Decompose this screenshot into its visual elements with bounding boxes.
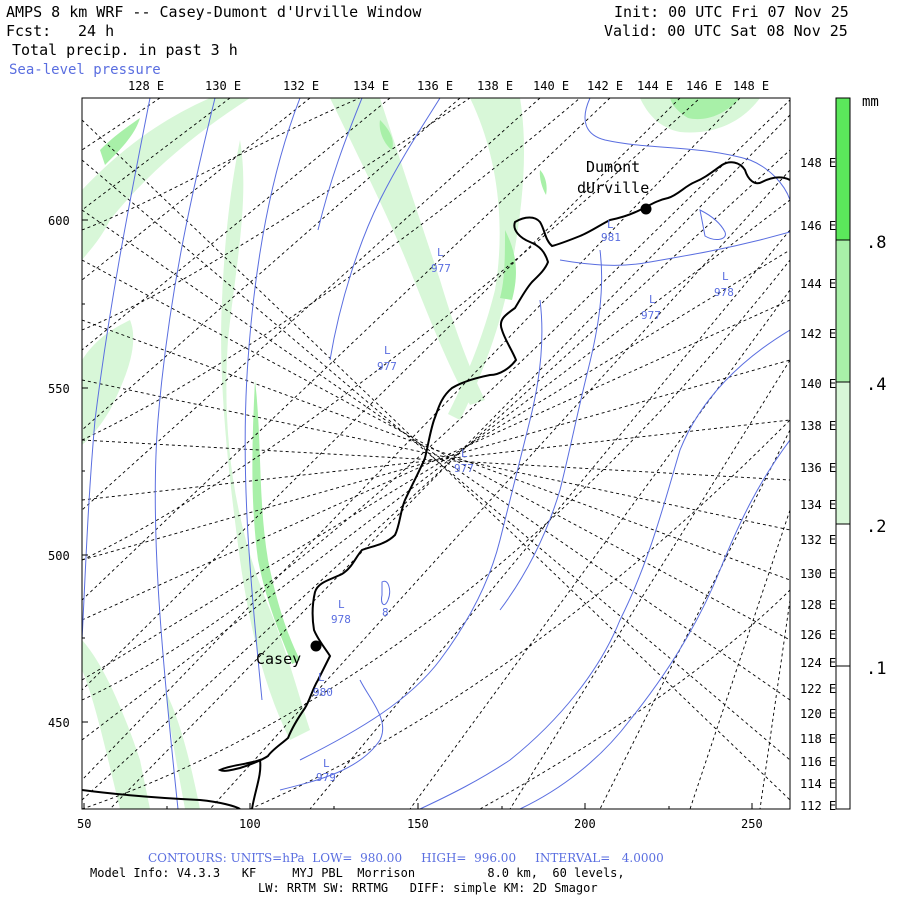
precipitation-shading xyxy=(82,98,760,809)
pressure-contours xyxy=(82,98,790,809)
dumont-durville-marker xyxy=(640,203,652,215)
lon-label: 128 E xyxy=(128,79,164,93)
pressure-low-letter: L xyxy=(722,270,729,283)
forecast-label: Fcst: xyxy=(6,22,52,40)
colorbar-unit: mm xyxy=(862,94,879,110)
y-tick-label: 450 xyxy=(48,716,70,730)
x-tick-label: 250 xyxy=(741,817,763,831)
lon-label: 128 E xyxy=(800,598,836,612)
lon-label: 148 E xyxy=(800,156,836,170)
pressure-low-value: 978 xyxy=(714,286,734,299)
lon-label: 124 E xyxy=(800,656,836,670)
graticule xyxy=(82,98,790,809)
overlay-label: Sea-level pressure xyxy=(9,62,161,78)
pressure-low-letter: L xyxy=(323,757,330,770)
x-tick-label: 50 xyxy=(77,817,91,831)
pressure-low-value: 977 xyxy=(454,462,474,475)
station-label-durville: dUrville xyxy=(577,179,649,197)
x-tick-label: 100 xyxy=(239,817,261,831)
colorbar-level-label: .2 xyxy=(866,517,886,537)
field-label: Total precip. in past 3 h xyxy=(12,41,238,59)
lon-label: 142 E xyxy=(587,79,623,93)
right-longitude-labels: 148 E 146 E 144 E 142 E 140 E 138 E 136 … xyxy=(800,156,836,813)
y-tick-marks xyxy=(82,219,88,723)
lon-label: 116 E xyxy=(800,755,836,769)
pressure-labels: L 981 L 977 L 978 L 977 L 977 L 977 L 97… xyxy=(313,218,734,784)
lon-label: 142 E xyxy=(800,327,836,341)
pressure-low-value: 977 xyxy=(377,360,397,373)
pressure-low-letter: L xyxy=(461,447,468,460)
lon-label: 146 E xyxy=(800,219,836,233)
lon-label: 112 E xyxy=(800,799,836,813)
lon-label: 132 E xyxy=(283,79,319,93)
lon-label: 132 E xyxy=(800,533,836,547)
colorbar-swatch xyxy=(836,524,850,666)
pressure-low-value: 977 xyxy=(641,309,661,322)
y-tick-label: 600 xyxy=(48,214,70,228)
pressure-contour-label: 8 xyxy=(382,606,389,619)
x-tick-marks xyxy=(83,803,753,809)
lon-label: 126 E xyxy=(800,628,836,642)
physics-info: LW: RRTM SW: RRTMG DIFF: simple KM: 2D S… xyxy=(258,881,598,895)
map-plot-area xyxy=(82,98,790,809)
y-tick-label: 550 xyxy=(48,382,70,396)
lon-label: 130 E xyxy=(205,79,241,93)
model-info: Model Info: V4.3.3 KF MYJ PBL Morrison 8… xyxy=(90,866,625,880)
pressure-low-letter: L xyxy=(338,598,345,611)
y-tick-labels: 600 550 500 450 xyxy=(48,214,70,730)
colorbar-level-label: .1 xyxy=(866,659,886,679)
lon-label: 118 E xyxy=(800,732,836,746)
colorbar: mm .8 .4 .2 .1 xyxy=(835,94,886,810)
pressure-low-letter: L xyxy=(649,293,656,306)
lon-label: 144 E xyxy=(637,79,673,93)
lon-label: 134 E xyxy=(800,498,836,512)
plot-frame xyxy=(81,97,791,810)
forecast-hours: 24 h xyxy=(78,22,115,40)
coastline xyxy=(82,161,790,809)
pressure-low-letter: L xyxy=(437,246,444,259)
colorbar-swatch xyxy=(836,240,850,382)
lon-label: 114 E xyxy=(800,777,836,791)
pressure-low-letter: L xyxy=(318,671,325,684)
map-title: AMPS 8 km WRF -- Casey-Dumont d'Urville … xyxy=(6,3,422,21)
colorbar-swatch xyxy=(836,666,850,809)
x-tick-labels: 50 100 150 200 250 xyxy=(77,817,763,831)
lon-label: 136 E xyxy=(800,461,836,475)
pressure-low-value: 981 xyxy=(601,231,621,244)
valid-time: Valid: 00 UTC Sat 08 Nov 25 xyxy=(604,22,848,40)
casey-marker xyxy=(310,640,322,652)
lon-label: 146 E xyxy=(686,79,722,93)
colorbar-level-label: .4 xyxy=(866,375,886,395)
colorbar-swatch xyxy=(836,382,850,524)
pressure-low-letter: L xyxy=(384,344,391,357)
pressure-low-letter: L xyxy=(607,218,614,231)
lon-label: 120 E xyxy=(800,707,836,721)
lon-label: 122 E xyxy=(800,682,836,696)
lon-label: 140 E xyxy=(800,377,836,391)
lon-label: 140 E xyxy=(533,79,569,93)
lon-label: 144 E xyxy=(800,277,836,291)
lon-label: 148 E xyxy=(733,79,769,93)
pressure-low-value: 977 xyxy=(431,262,451,275)
station-label-dumont: Dumont xyxy=(586,158,640,176)
lon-label: 130 E xyxy=(800,567,836,581)
lon-label: 134 E xyxy=(353,79,389,93)
init-time: Init: 00 UTC Fri 07 Nov 25 xyxy=(614,3,849,21)
lon-label: 138 E xyxy=(477,79,513,93)
colorbar-level-label: .8 xyxy=(866,233,886,253)
pressure-low-value: 979 xyxy=(316,771,336,784)
x-tick-label: 150 xyxy=(407,817,429,831)
x-tick-label: 200 xyxy=(574,817,596,831)
top-longitude-labels: 128 E 130 E 132 E 134 E 136 E 138 E 140 … xyxy=(128,79,769,93)
station-label-casey: Casey xyxy=(256,650,301,668)
lon-label: 138 E xyxy=(800,419,836,433)
y-tick-label: 500 xyxy=(48,549,70,563)
lon-label: 136 E xyxy=(417,79,453,93)
contour-info: CONTOURS: UNITS=hPa LOW= 980.00 HIGH= 99… xyxy=(148,851,664,865)
pressure-low-value: 978 xyxy=(331,613,351,626)
pressure-low-value: 980 xyxy=(313,686,333,699)
colorbar-swatch xyxy=(836,98,850,240)
